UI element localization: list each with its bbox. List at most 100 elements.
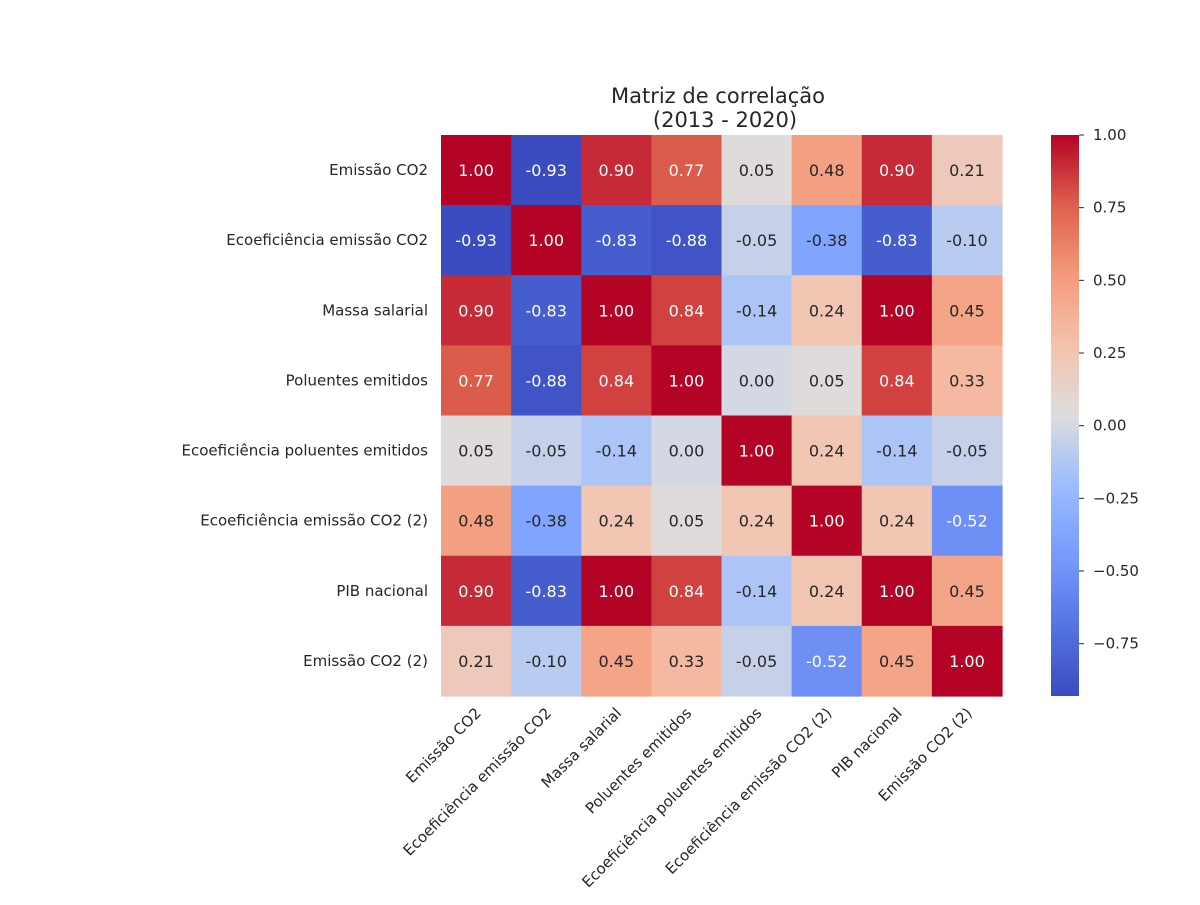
heatmap-cell [721,135,793,206]
cell-value-label: -0.83 [525,582,566,601]
colorbar-tick-label: −0.50 [1093,562,1139,580]
heatmap-cell [721,415,793,487]
row-tick-label: PIB nacional [336,582,428,600]
cell-value-label: 0.05 [669,512,705,531]
heatmap-cell [931,415,1003,487]
cell-value-label: 0.21 [949,161,985,180]
heatmap-cell [441,555,512,627]
cell-value-label: 0.90 [879,161,915,180]
heatmap-cell [861,485,933,557]
colorbar-tick-label: 0.75 [1093,199,1126,217]
cell-value-label: 1.00 [458,161,494,180]
cell-value-label: 0.45 [599,652,635,671]
cell-value-label: -0.83 [876,231,917,250]
heatmap-cell [791,205,863,276]
heatmap-cell [931,625,1003,697]
cell-value-label: -0.88 [666,231,707,250]
heatmap-cell [441,275,512,346]
heatmap-cell [791,345,863,417]
cell-value-label: -0.05 [736,231,777,250]
cell-value-label: -0.14 [736,582,777,601]
cell-value-label: -0.93 [525,161,566,180]
cell-value-label: 0.48 [809,161,845,180]
heatmap-cell [721,205,793,276]
heatmap-cell [791,275,863,346]
cell-value-label: 0.45 [949,301,985,320]
cell-value-label: 1.00 [528,231,564,250]
heatmap-cell [581,625,652,697]
cell-value-label: 1.00 [949,652,985,671]
heatmap-cell [581,205,652,276]
cell-value-label: 0.84 [599,371,635,390]
colorbar-tick-label: 0.50 [1093,271,1126,289]
heatmap-cell [791,415,863,487]
heatmap-cell [581,415,652,487]
cell-value-label: 0.90 [458,301,494,320]
heatmap-cell [791,135,863,206]
cell-value-label: 0.90 [599,161,635,180]
cell-value-label: -0.05 [736,652,777,671]
cell-value-label: -0.05 [946,442,987,461]
colorbar-tick-label: −0.25 [1093,489,1139,507]
column-tick-label: PIB nacional [828,704,906,782]
cell-value-label: 0.48 [458,512,494,531]
cell-value-label: -0.83 [525,301,566,320]
heatmap-cell [441,625,512,697]
cell-value-label: 0.05 [458,442,494,461]
heatmap-cell [791,485,863,557]
cell-value-label: 0.33 [949,371,985,390]
heatmap-cell [861,555,933,627]
row-tick-label: Massa salarial [322,301,428,319]
cell-value-label: 0.45 [879,652,915,671]
heatmap-cell [581,555,652,627]
cell-value-label: 0.00 [669,442,705,461]
heatmap-cell [721,625,793,697]
cell-value-label: 0.77 [669,161,705,180]
heatmap-cell [861,205,933,276]
row-tick-label: Ecoeficiência emissão CO2 (2) [200,512,428,530]
cell-value-label: -0.05 [525,442,566,461]
heatmap-cell [651,415,723,487]
heatmap-cell [651,205,723,276]
cell-value-label: 0.77 [458,371,494,390]
colorbar-tick-label: 0.00 [1093,417,1126,435]
cell-value-label: 0.24 [809,582,845,601]
heatmap-cell [931,345,1003,417]
cell-value-label: 0.21 [458,652,494,671]
heatmap-cell [721,555,793,627]
heatmap-cell [861,275,933,346]
cell-value-label: -0.83 [596,231,637,250]
colorbar-tick-label: 0.25 [1093,344,1126,362]
colorbar-tick-label: −0.75 [1093,635,1139,653]
colorbar: 1.00 0.75 0.50 0.25 0.00 −0.25 −0.50 −0.75 [1051,126,1139,696]
cell-value-label: 0.84 [669,301,705,320]
cell-value-label: 1.00 [599,301,635,320]
cell-value-label: 0.05 [809,371,845,390]
cell-value-label: -0.38 [525,512,566,531]
heatmap-cell [791,625,863,697]
colorbar-tick-label: 1.00 [1093,126,1126,144]
heatmap-cell [511,555,582,627]
cell-value-label: -0.52 [806,652,847,671]
heatmap-cell [931,485,1003,557]
cell-value-label: 0.24 [599,512,635,531]
cell-value-label: -0.14 [596,442,637,461]
heatmap-cell [581,345,652,417]
heatmap-cell [721,485,793,557]
cell-value-label: 0.24 [879,512,915,531]
heatmap-cell [931,275,1003,346]
cell-value-label: -0.38 [806,231,847,250]
heatmap-cell [651,275,723,346]
cell-value-label: -0.93 [455,231,496,250]
row-tick-label: Emissão CO2 [329,161,428,179]
heatmap-cell [511,485,582,557]
row-labels: Emissão CO2 Ecoeficiência emissão CO2 Mass… [182,161,429,670]
column-tick-label: Ecoeficiência emissão CO2 [400,704,555,859]
heatmap-cell [511,275,582,346]
heatmap-cell [721,275,793,346]
heatmap-cell [511,345,582,417]
heatmap-cell [651,345,723,417]
